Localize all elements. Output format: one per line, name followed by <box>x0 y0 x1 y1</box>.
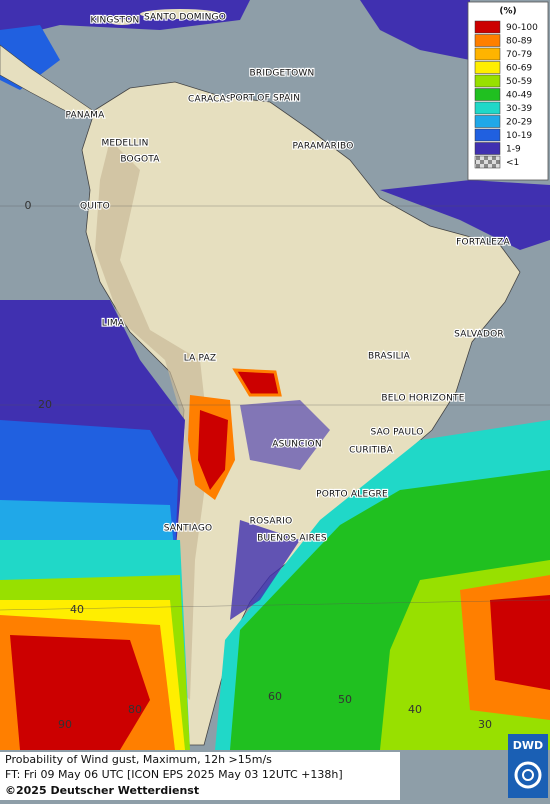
city-label: BOGOTA <box>120 155 160 165</box>
island <box>110 19 134 25</box>
probability-area <box>198 410 228 490</box>
graticule <box>0 205 550 611</box>
graticule-label: 50 <box>338 693 352 706</box>
probability-area <box>240 400 330 470</box>
city-label: ASUNCION <box>272 440 322 450</box>
legend-swatch <box>474 128 501 142</box>
city-label: BRASILIA <box>368 352 411 362</box>
legend-swatch <box>474 61 501 74</box>
legend-swatch <box>474 101 501 115</box>
city-label: LIMA <box>102 319 125 329</box>
probability-area <box>490 595 550 690</box>
legend-swatch <box>474 74 501 88</box>
city-label: LA PAZ <box>184 354 217 364</box>
graticule-label: 90 <box>58 718 72 731</box>
legend-label: 80-89 <box>506 37 532 47</box>
graticule-label: 40 <box>408 703 422 716</box>
island <box>140 9 220 19</box>
graticule-label: 0 <box>25 199 32 212</box>
probability-area <box>230 520 300 620</box>
probability-area <box>380 180 550 250</box>
city-label: BELO HORIZONTE <box>381 394 464 404</box>
legend-title: (%) <box>499 7 516 17</box>
city-label: CURITIBA <box>349 446 394 456</box>
graticule-line <box>0 599 550 611</box>
probability-area <box>232 368 282 397</box>
legend-swatch <box>474 155 501 169</box>
logo-icon <box>514 761 542 789</box>
probability-area <box>360 0 470 60</box>
legend-swatch <box>474 115 501 128</box>
city-label: PORTO ALEGRE <box>316 490 388 500</box>
legend-swatch <box>474 20 501 34</box>
city-label: SAO PAULO <box>371 428 424 438</box>
city-label: MEDELLIN <box>101 139 148 149</box>
graticule-label: 60 <box>268 690 282 703</box>
city-label: SANTO DOMINGO <box>144 13 226 23</box>
logo-icon <box>522 769 534 781</box>
legend-label: <1 <box>506 158 519 168</box>
legend-swatch <box>474 34 501 47</box>
footer-copyright: ©2025 Deutscher Wetterdienst <box>5 784 199 797</box>
city-label: ROSARIO <box>250 517 293 527</box>
legend-swatch <box>474 47 501 61</box>
city-label: PARAMARIBO <box>293 142 354 152</box>
graticule-label: 40 <box>70 603 84 616</box>
logo-text: DWD <box>513 739 543 752</box>
city-label: KINGSTON <box>91 16 140 26</box>
legend-label: 50-59 <box>506 77 532 87</box>
graticule-label: 80 <box>128 703 142 716</box>
footer-product: Probability of Wind gust, Maximum, 12h >… <box>5 753 272 766</box>
legend-label: 1-9 <box>506 145 521 155</box>
probability-area <box>10 635 150 750</box>
legend-swatch <box>474 88 501 101</box>
city-label: PORT OF SPAIN <box>230 94 300 104</box>
legend-label: 10-19 <box>506 131 532 141</box>
city-label: PANAMA <box>65 111 105 121</box>
city-label: BUENOS AIRES <box>257 534 327 544</box>
city-label: QUITO <box>80 202 110 212</box>
city-label: SANTIAGO <box>164 524 213 534</box>
legend-label: 20-29 <box>506 118 532 128</box>
legend-label: 30-39 <box>506 104 532 114</box>
graticule-label: 30 <box>478 718 492 731</box>
footer-forecast-time: FT: Fri 09 May 06 UTC [ICON EPS 2025 May… <box>5 768 343 781</box>
footer-box <box>0 752 400 800</box>
city-label: CARACAS <box>188 95 232 105</box>
labels: KINGSTON SANTO DOMINGOBRIDGETOWNCARACASPO… <box>25 11 512 731</box>
legend-label: 40-49 <box>506 91 532 101</box>
legend-label: 70-79 <box>506 50 532 60</box>
city-label: FORTALEZA <box>456 238 510 248</box>
city-label: BRIDGETOWN <box>250 69 315 79</box>
legend-label: 90-100 <box>506 23 538 33</box>
relief <box>95 140 210 700</box>
land <box>0 44 96 119</box>
graticule-label: 20 <box>38 398 52 411</box>
legend-label: 60-69 <box>506 64 532 74</box>
city-label: SALVADOR <box>454 330 504 340</box>
legend: 90-100 80-89 70-79 60-69 50-59 40-49 30-39 20-2… <box>474 20 538 169</box>
legend-swatch <box>474 142 501 155</box>
